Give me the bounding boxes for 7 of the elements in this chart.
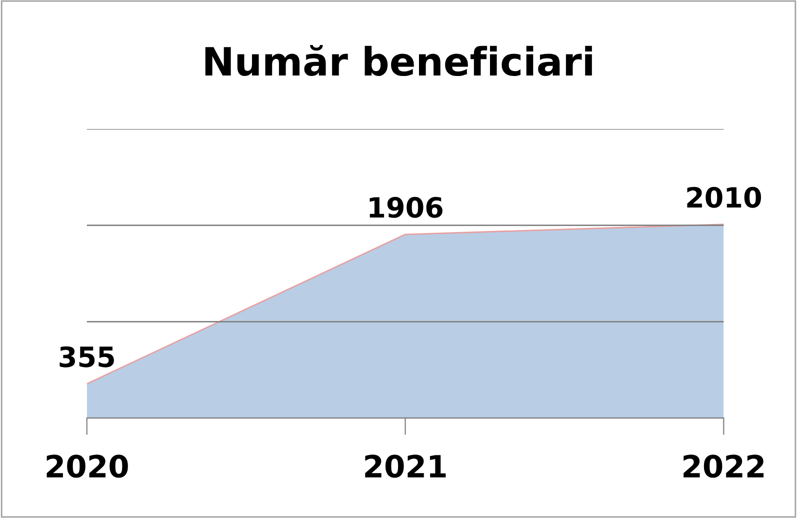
data-label: 355 — [60, 346, 114, 368]
x-tick-label: 2022 — [684, 454, 764, 478]
data-label: 2010 — [687, 186, 762, 208]
data-label: 1906 — [370, 196, 442, 218]
x-tick-label: 2020 — [46, 454, 128, 478]
chart-title: Număr beneficiari — [205, 44, 592, 76]
x-tick-label: 2021 — [365, 454, 446, 478]
